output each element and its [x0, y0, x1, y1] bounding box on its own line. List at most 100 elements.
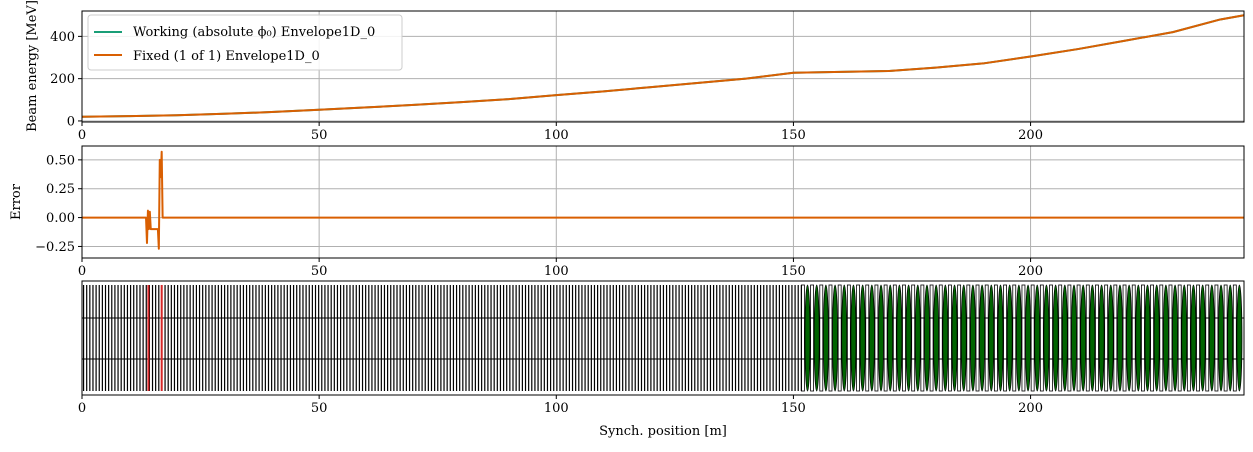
- structure-frame: [81, 280, 1245, 396]
- cavity-element: [878, 284, 884, 392]
- error-lines: [82, 150, 1244, 250]
- structure-elements: [82, 284, 1244, 392]
- cavity-element: [841, 284, 848, 392]
- cavity-element: [1034, 284, 1041, 392]
- error-ytick-label: 0.50: [46, 153, 75, 168]
- quadrupole-element: [1177, 284, 1182, 392]
- quadrupole-element: [1021, 284, 1026, 392]
- cavity-element: [859, 284, 866, 392]
- error-series-line: [82, 150, 1244, 250]
- quadrupole-element: [938, 284, 943, 392]
- error-ylabel: Error: [9, 183, 24, 220]
- quadrupole-element: [1168, 284, 1173, 392]
- cavity-element: [923, 284, 930, 392]
- cavity-element: [942, 284, 949, 392]
- legend-box: [87, 14, 403, 71]
- quadrupole-element: [1159, 284, 1164, 392]
- quadrupole-element: [957, 284, 962, 392]
- cavity-element: [1135, 284, 1142, 392]
- structure-xtick-label: 100: [544, 401, 569, 416]
- cavity-element: [896, 284, 903, 392]
- structure-xtick-label: 150: [781, 401, 806, 416]
- cavity-element: [1043, 284, 1050, 392]
- quadrupole-element: [1039, 284, 1044, 392]
- cavity-element: [1071, 284, 1077, 392]
- cavity-element: [951, 284, 958, 392]
- beam-energy-panel: 0 50 100 150 200 0 200 400 Beam energy [MeV] Wo…: [25, 0, 1245, 143]
- error-grid: [81, 146, 1244, 258]
- cavity-element: [1190, 284, 1197, 392]
- quadrupole-element: [801, 284, 805, 392]
- cavity-element: [1126, 284, 1133, 392]
- beam-energy-lines: [81, 14, 1245, 118]
- quadrupole-element: [1104, 284, 1109, 392]
- legend: Working (absolute ϕ₀) Envelope1D_0 Fixed…: [87, 14, 403, 71]
- error-ticks: 0 50 100 150 200 −0.25 0.00 0.25 0.50: [35, 153, 1043, 279]
- cavity-element: [960, 284, 967, 392]
- beam-energy-xtick-label: 0: [78, 128, 86, 143]
- quadrupole-element: [1030, 284, 1035, 392]
- quadrupole-element: [1049, 284, 1053, 392]
- structure-xtick-label: 0: [78, 401, 86, 416]
- quadrupole-element: [1214, 284, 1219, 392]
- quadrupole-element: [975, 284, 980, 392]
- quadrupole-element: [856, 284, 860, 392]
- quadrupole-element: [846, 284, 851, 392]
- cavity-element: [1181, 284, 1188, 392]
- cavity-element: [1052, 284, 1059, 392]
- quadrupole-element: [1067, 284, 1072, 392]
- quadrupole-element: [1003, 284, 1007, 392]
- quadrupole-element: [1232, 284, 1237, 392]
- cavity-element: [905, 284, 912, 392]
- beam-energy-xtick-label: 100: [544, 128, 569, 143]
- cavity-element: [933, 284, 940, 392]
- cavity-element: [850, 284, 857, 392]
- quadrupole-element: [1205, 284, 1210, 392]
- quadrupole-element: [1076, 284, 1081, 392]
- cavity-element: [979, 284, 986, 392]
- beam-energy-ytick-label: 0: [67, 114, 75, 129]
- quadrupole-element: [1186, 284, 1191, 392]
- quadrupole-element: [810, 284, 815, 392]
- quadrupole-element: [837, 284, 842, 392]
- cavity-element: [1098, 284, 1105, 392]
- cavity-element: [868, 284, 875, 392]
- error-xtick-label: 150: [781, 264, 806, 279]
- cavity-element: [1162, 284, 1169, 392]
- cavity-element: [822, 284, 829, 392]
- cavity-element: [1144, 284, 1151, 392]
- legend-label-working: Working (absolute ϕ₀) Envelope1D_0: [133, 25, 375, 40]
- error-xtick-label: 0: [78, 264, 86, 279]
- quadrupole-element: [1113, 284, 1118, 392]
- quadrupole-element: [993, 284, 998, 392]
- quadrupole-element: [1095, 284, 1099, 392]
- cavity-element: [1080, 284, 1087, 392]
- quadrupole-element: [902, 284, 906, 392]
- quadrupole-element: [1058, 284, 1063, 392]
- cavity-element: [1208, 284, 1215, 392]
- structure-xlabel: Synch. position [m]: [599, 424, 727, 439]
- beam-energy-frame: [81, 10, 1245, 123]
- error-xtick-label: 100: [544, 264, 569, 279]
- cavity-element: [997, 284, 1004, 392]
- beam-energy-xtick-label: 50: [311, 128, 328, 143]
- quadrupole-element: [1131, 284, 1136, 392]
- quadrupole-element: [1223, 284, 1228, 392]
- cavity-element: [1153, 284, 1160, 392]
- cavity-element: [1089, 284, 1096, 392]
- cavity-element: [1015, 284, 1022, 392]
- cavity-element: [1006, 284, 1013, 392]
- error-ytick-label: 0.25: [46, 182, 75, 197]
- cavity-element: [813, 284, 820, 392]
- cavity-element: [1227, 284, 1234, 392]
- cavity-element: [1116, 284, 1123, 392]
- cavity-element: [1218, 284, 1224, 392]
- error-xtick-label: 50: [311, 264, 328, 279]
- legend-label-fixed: Fixed (1 of 1) Envelope1D_0: [133, 49, 320, 64]
- cavity-element: [1025, 284, 1032, 392]
- error-panel: 0 50 100 150 200 −0.25 0.00 0.25 0.50 Error: [9, 145, 1245, 279]
- cavity-element: [1199, 284, 1206, 392]
- error-xtick-label: 200: [1018, 264, 1043, 279]
- cavity-element: [988, 284, 995, 392]
- quadrupole-element: [984, 284, 989, 392]
